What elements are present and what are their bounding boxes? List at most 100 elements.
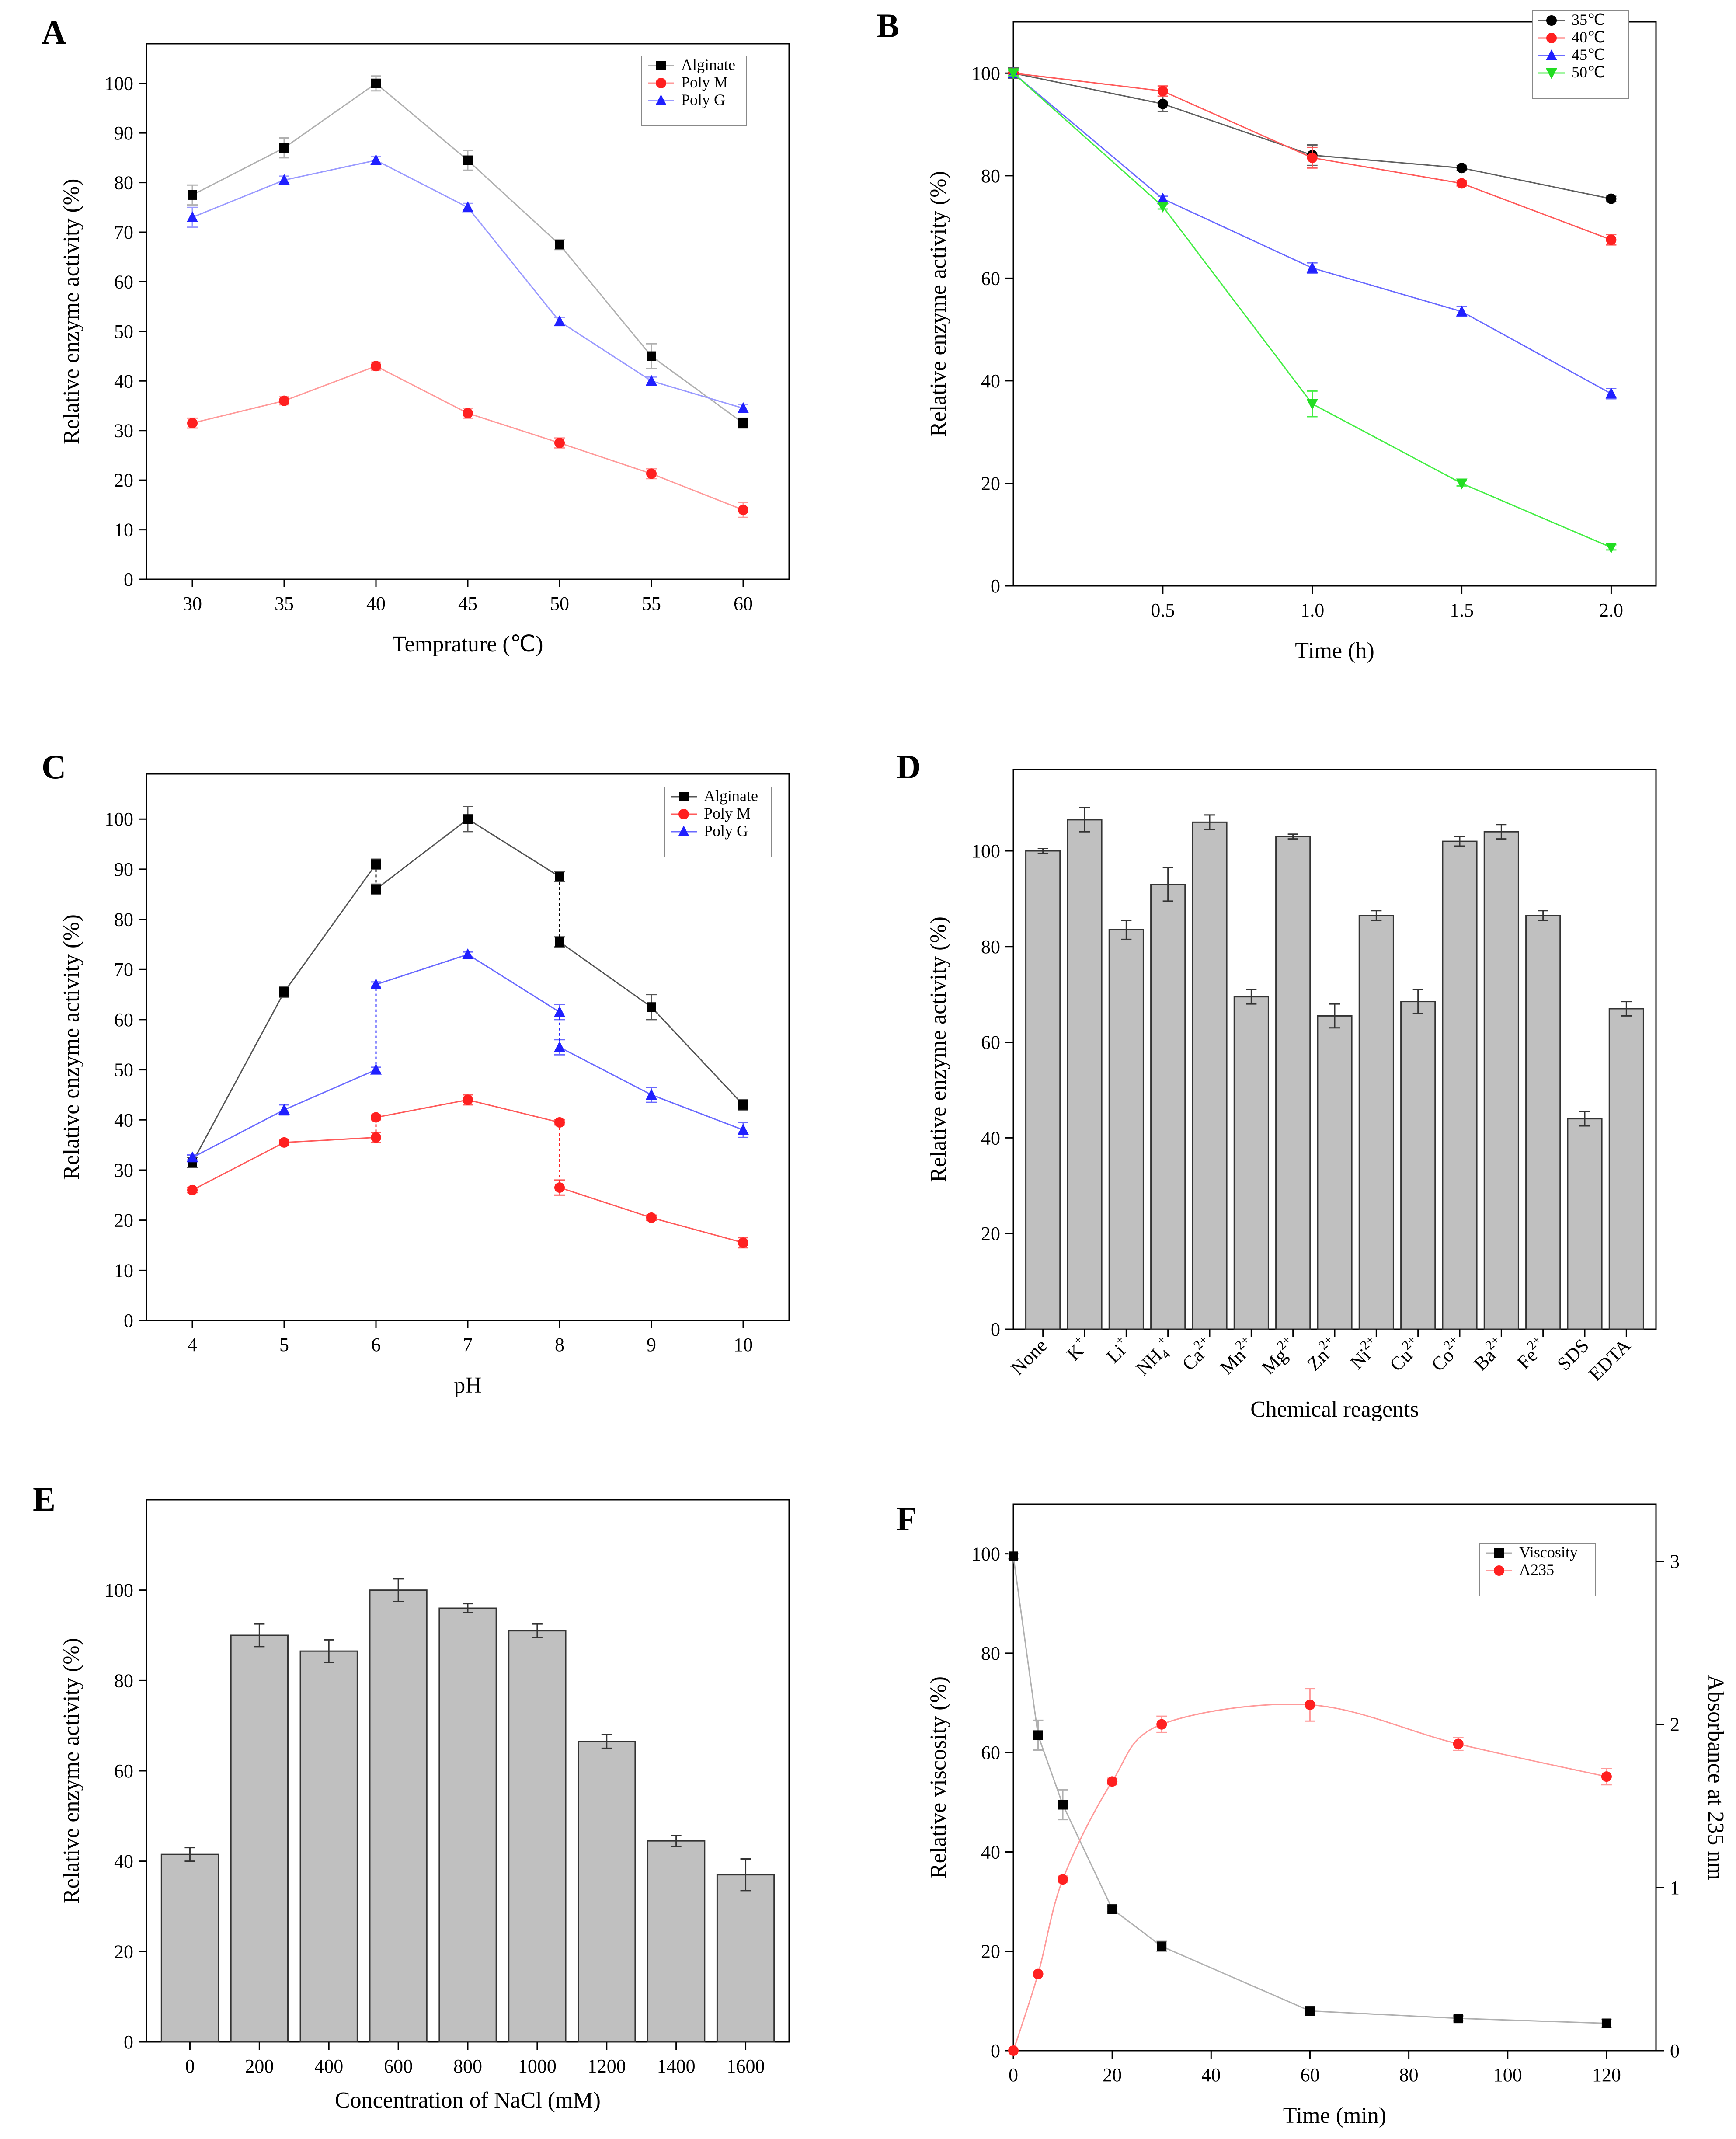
tick-sup: + xyxy=(1154,1332,1169,1348)
series-50℃ xyxy=(1008,68,1617,554)
bar-1600 xyxy=(716,1874,775,2043)
series-line xyxy=(191,864,377,1163)
y-tick-label: 10 xyxy=(114,1260,133,1281)
bar-Zn xyxy=(1317,1015,1353,1330)
data-point xyxy=(647,351,656,361)
data-point xyxy=(188,190,197,200)
y-tick-label: 30 xyxy=(114,1160,133,1181)
y-tick-label: 20 xyxy=(114,470,133,491)
data-point xyxy=(1305,2006,1315,2016)
legend-entry-1: 40℃ xyxy=(1572,28,1605,46)
y-tick-label: 30 xyxy=(114,420,133,442)
legend-marker xyxy=(678,826,689,836)
y-tick-label: 60 xyxy=(114,1009,133,1031)
legend-marker xyxy=(1494,1565,1504,1576)
data-point xyxy=(738,505,748,516)
y-tick-label: 80 xyxy=(981,165,1000,187)
legend-entry-0: 35℃ xyxy=(1572,11,1605,28)
x-tick-label: 35 xyxy=(275,593,294,614)
legend-entry-0: Viscosity xyxy=(1519,1543,1578,1561)
data-point xyxy=(1453,1738,1464,1749)
x-tick-label: 1400 xyxy=(657,2055,696,2077)
data-point xyxy=(463,814,473,824)
data-point xyxy=(462,948,473,959)
x-axis-label: pH xyxy=(454,1373,482,1398)
data-point xyxy=(1306,399,1318,410)
tick-base: EDTA xyxy=(1584,1334,1635,1385)
data-point xyxy=(738,402,749,413)
x-tick-label: 200 xyxy=(245,2055,274,2077)
x-tick-label: 30 xyxy=(183,593,202,614)
data-point xyxy=(371,361,381,372)
data-point xyxy=(370,978,382,989)
y-right-axis-label: Absorbance at 235 nm xyxy=(1703,1675,1728,1880)
data-point xyxy=(738,418,748,428)
x-tick-label: 10 xyxy=(734,1334,753,1355)
data-point xyxy=(1033,1730,1043,1740)
legend-marker xyxy=(678,809,689,819)
bar-600 xyxy=(369,1589,428,2043)
y-right-tick-label: 3 xyxy=(1670,1551,1680,1572)
x-tick-label: 2.0 xyxy=(1599,599,1623,621)
data-point xyxy=(463,1094,473,1105)
y-tick-label: 100 xyxy=(971,63,1000,84)
x-tick-label: 0 xyxy=(185,2055,195,2077)
bar-None xyxy=(1025,850,1061,1330)
x-tick-label: Mg2+ xyxy=(1255,1332,1301,1378)
x-tick-label: Mn2+ xyxy=(1214,1332,1259,1378)
data-point xyxy=(1605,543,1617,554)
data-point xyxy=(554,315,565,327)
data-point xyxy=(1157,86,1168,97)
data-point xyxy=(371,78,381,88)
legend-entry-0: Alginate xyxy=(681,56,735,73)
y-right-tick-label: 1 xyxy=(1670,1877,1680,1899)
data-point xyxy=(554,1041,565,1052)
y-tick-label: 50 xyxy=(114,321,133,342)
plot-frame xyxy=(1012,21,1657,587)
data-point xyxy=(1456,478,1468,490)
legend-marker xyxy=(679,792,689,801)
y-tick-label: 100 xyxy=(104,808,133,830)
y-tick-label: 20 xyxy=(114,1210,133,1231)
series-Poly G xyxy=(187,948,749,1163)
series-45℃ xyxy=(1008,67,1617,400)
y-tick-label: 0 xyxy=(991,2040,1000,2062)
data-point xyxy=(278,174,290,185)
x-tick-label: 50 xyxy=(550,593,569,614)
x-tick-label: 20 xyxy=(1103,2064,1122,2086)
data-point xyxy=(462,201,473,213)
series-A235 xyxy=(1008,1688,1612,2056)
y-right-tick-label: 2 xyxy=(1670,1714,1680,1735)
y-axis-label: Relative enzyme activity (%) xyxy=(926,916,951,1182)
data-point xyxy=(278,1104,290,1115)
y-tick-label: 40 xyxy=(981,1127,1000,1149)
bar-Ba xyxy=(1483,831,1519,1330)
y-tick-label: 80 xyxy=(114,909,133,930)
data-point xyxy=(1107,1904,1117,1914)
y-axis-label: Relative viscosity (%) xyxy=(926,1676,951,1878)
legend-entry-1: Poly M xyxy=(681,73,728,91)
y-tick-label: 80 xyxy=(114,172,133,194)
data-point xyxy=(279,395,289,406)
series-Poly G xyxy=(187,154,749,413)
data-point xyxy=(1157,202,1169,213)
y-tick-label: 60 xyxy=(981,1742,1000,1763)
y-axis-label: Relative enzyme activity (%) xyxy=(59,1638,84,1904)
y-tick-label: 40 xyxy=(114,1109,133,1131)
panel-letter: F xyxy=(896,1500,917,1538)
legend-marker xyxy=(1546,33,1557,43)
x-tick-label: Cu2+ xyxy=(1383,1332,1426,1375)
data-point xyxy=(646,1212,657,1223)
y-tick-label: 100 xyxy=(104,1580,133,1601)
x-tick-label: 600 xyxy=(384,2055,413,2077)
x-tick-label: 1000 xyxy=(518,2055,557,2077)
panel-letter: E xyxy=(33,1480,56,1518)
x-tick-label: 120 xyxy=(1592,2064,1621,2086)
y-tick-label: 20 xyxy=(981,473,1000,494)
y-axis-label: Relative enzyme activity (%) xyxy=(59,179,84,445)
data-point xyxy=(463,408,473,419)
y-tick-label: 70 xyxy=(114,959,133,980)
y-tick-label: 0 xyxy=(991,1319,1000,1340)
data-point xyxy=(1107,1776,1118,1787)
